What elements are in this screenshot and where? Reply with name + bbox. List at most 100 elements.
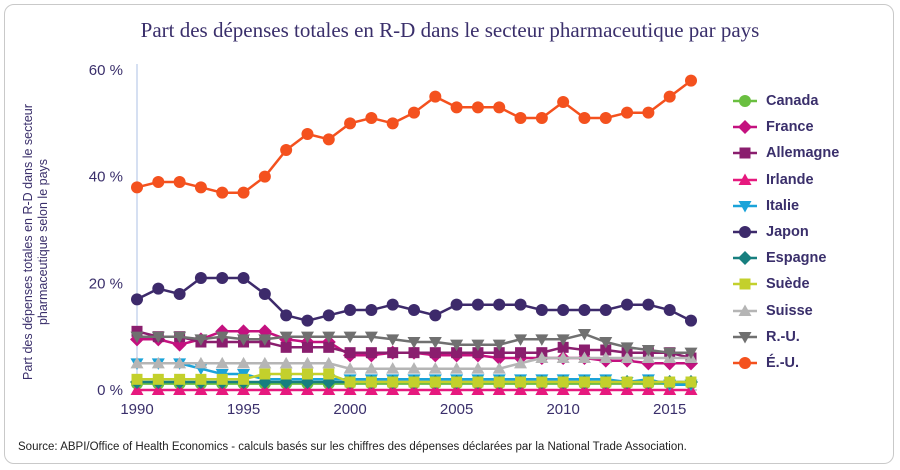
data-point [407,383,421,395]
data-point [194,272,207,284]
series-u [131,74,697,199]
legend-label: Japon [766,224,809,241]
data-point [493,347,505,359]
data-point [343,362,357,374]
data-point [556,383,570,395]
data-point [300,356,314,369]
legend-label: France [766,119,814,136]
data-point [300,331,314,344]
data-point [450,101,463,114]
data-point [344,117,357,130]
legend-item: France [733,114,839,140]
data-point [738,304,752,316]
data-point [738,200,752,213]
data-point [237,186,250,199]
data-point [194,383,208,395]
data-point [216,373,228,385]
data-point [450,339,464,352]
data-point [471,383,485,395]
data-point [493,376,505,388]
data-point [621,376,633,388]
data-point [684,347,698,360]
data-point [365,304,378,316]
data-point [599,112,612,124]
data-point [471,339,485,352]
data-point [279,356,293,369]
series-irlande [130,383,698,395]
source-note: Source: ABPI/Office of Health Economics … [18,441,687,453]
data-point [642,298,655,311]
data-point [450,362,464,374]
data-point [237,334,251,346]
data-point [386,298,399,311]
data-point [599,383,613,395]
data-point [151,383,165,395]
data-point [535,112,548,124]
data-point [642,106,655,119]
legend-label: É.-U. [766,354,800,371]
data-point [600,376,612,388]
y-tick-label: 0 % [97,382,123,399]
data-point [258,288,271,300]
data-point [344,304,357,316]
data-point [238,373,250,385]
data-point [620,342,634,354]
data-point [663,304,676,316]
data-point [514,112,527,124]
data-point [386,334,400,346]
data-point [258,334,272,346]
data-point [131,181,143,194]
data-point [365,347,377,359]
data-point [492,339,506,352]
data-point [738,120,752,135]
data-point [301,314,314,327]
data-point [301,128,314,140]
data-point [323,341,335,353]
legend-swatch [733,147,757,159]
data-point [344,376,356,388]
data-point [492,383,506,395]
data-point [151,331,165,344]
legend-swatch [733,251,757,266]
data-point [621,106,634,119]
data-point [599,351,613,363]
data-point [738,251,752,266]
data-point [577,383,591,395]
data-point [258,356,272,369]
data-point [408,106,420,119]
data-point [739,278,751,290]
legend-label: Espagne [766,250,827,267]
x-tick-label: 2015 [653,401,686,418]
data-point [365,376,377,388]
data-point [364,383,378,395]
data-point [577,351,591,363]
data-point [663,90,676,103]
series-japon [131,272,697,327]
x-tick-label: 2000 [333,401,366,418]
data-point [578,376,590,388]
x-tick-label: 1995 [227,401,260,418]
data-point [578,344,590,356]
data-point [577,329,591,341]
data-point [428,383,442,395]
data-point [685,376,697,388]
data-point [535,304,548,316]
data-point [279,383,293,395]
data-point [131,373,143,385]
data-point [216,186,229,199]
data-point [152,176,165,188]
data-point [514,298,527,311]
data-point [450,298,463,311]
data-point [387,347,399,359]
data-point [739,356,751,369]
chart-title: Part des dépenses totales en R-D dans le… [140,18,760,42]
data-point [215,356,229,369]
data-point [451,347,463,359]
legend-swatch [733,304,757,316]
data-point [557,376,569,388]
data-point [471,298,484,311]
legend-label: Suède [766,276,810,293]
data-point [663,347,677,360]
legend-label: Italie [766,197,800,214]
y-tick-label: 40 % [89,169,123,186]
